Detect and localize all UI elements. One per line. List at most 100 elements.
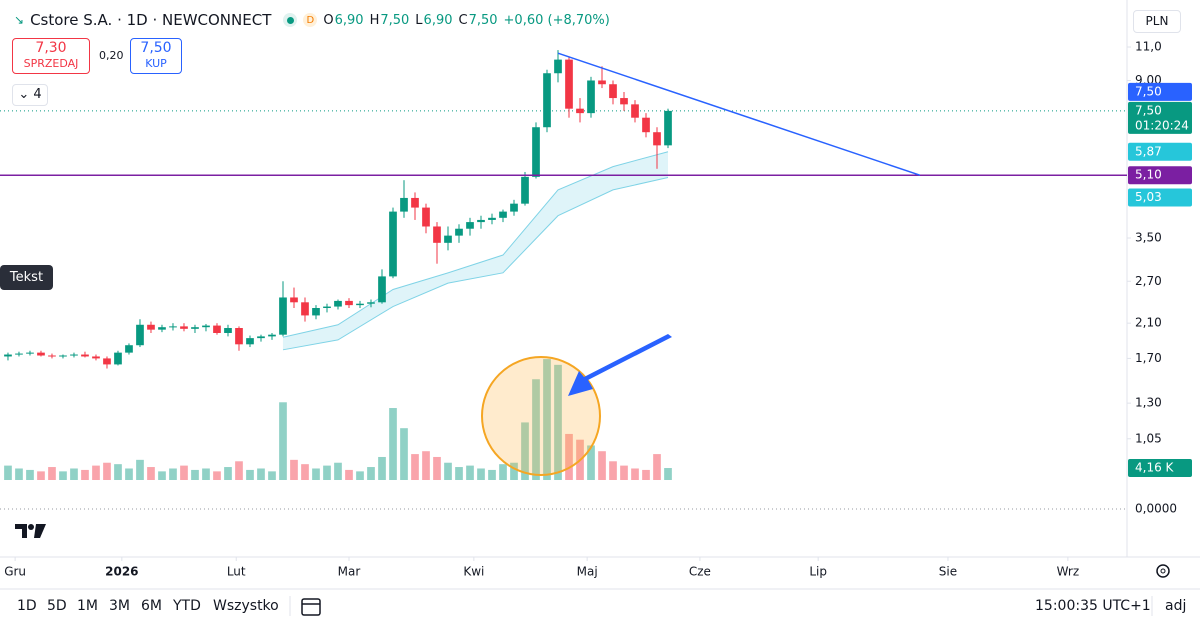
x-tick-label: Gru <box>4 565 26 579</box>
volume-bar <box>367 467 375 480</box>
range-button[interactable]: 6M <box>141 598 162 614</box>
volume-bar <box>103 462 111 480</box>
buy-label: KUP <box>145 57 167 70</box>
y-tick-label: 1,05 <box>1135 431 1162 445</box>
candle-body <box>488 217 496 220</box>
candle-body <box>598 80 606 85</box>
drawing-label[interactable]: Tekst <box>0 265 53 290</box>
volume-bar <box>169 468 177 480</box>
volume-bar <box>246 469 254 480</box>
price-tag <box>1128 166 1192 185</box>
tv-logo <box>15 524 46 538</box>
volume-bar <box>466 465 474 480</box>
candle-body <box>631 104 639 118</box>
volume-bar <box>268 471 276 480</box>
candle-body <box>576 108 584 114</box>
x-tick-label: 2026 <box>105 565 138 579</box>
buy-button[interactable]: 7,50 KUP <box>130 38 182 74</box>
candle-body <box>642 117 650 133</box>
volume-bar <box>433 456 441 480</box>
candle-body <box>543 73 551 128</box>
sell-price: 7,30 <box>35 40 67 56</box>
candle-body <box>301 302 309 316</box>
ohlc-key: H <box>369 12 380 28</box>
range-button[interactable]: YTD <box>173 598 201 614</box>
buy-price: 7,50 <box>140 40 172 56</box>
volume-bar <box>598 451 606 480</box>
volume-bar <box>587 445 595 480</box>
candle-body <box>664 110 672 146</box>
volume-bar <box>543 359 551 480</box>
price-tag-label: 7,50 <box>1135 103 1162 117</box>
ohlc-value: 7,50 <box>468 12 498 28</box>
ohlc-key: O <box>323 12 334 28</box>
price-tag-label: 7,50 <box>1135 84 1162 98</box>
volume-bar <box>147 467 155 480</box>
candle-body <box>235 328 243 345</box>
range-button[interactable]: 5D <box>47 598 67 614</box>
volume-bar <box>279 402 287 480</box>
range-button[interactable]: 1M <box>77 598 98 614</box>
volume-bar <box>257 468 265 480</box>
candle-body <box>411 197 419 208</box>
ohlc-value: 6,90 <box>334 12 364 28</box>
volume-bar <box>48 467 56 480</box>
candle-body <box>554 59 562 74</box>
volume-bar <box>499 464 507 480</box>
candle-body <box>565 59 573 109</box>
sell-label: SPRZEDAJ <box>23 57 79 70</box>
candle-body <box>422 207 430 227</box>
volume-bar <box>202 468 210 480</box>
range-button[interactable]: Wszystko <box>213 598 279 614</box>
price-tag-label: 5,03 <box>1135 190 1162 204</box>
candle-body <box>334 300 342 307</box>
volume-bar <box>224 467 232 480</box>
x-tick-label: Cze <box>689 565 711 579</box>
candle-body <box>499 211 507 218</box>
adjust-button[interactable]: adj <box>1165 598 1187 614</box>
range-button[interactable]: 3M <box>109 598 130 614</box>
indicators-toggle[interactable]: ⌄ 4 <box>12 84 48 106</box>
range-button[interactable]: 1D <box>17 598 37 614</box>
settings-icon[interactable] <box>1156 564 1170 578</box>
ohlc-value: 6,90 <box>423 12 453 28</box>
volume-tag-label: 4,16 K <box>1135 461 1175 475</box>
y-tick-label: 1,70 <box>1135 351 1162 365</box>
volume-bar <box>323 465 331 480</box>
sell-button[interactable]: 7,30 SPRZEDAJ <box>12 38 90 74</box>
symbol-title: Cstore S.A. · 1D · NEWCONNECT <box>30 11 272 29</box>
candle-body <box>169 326 177 328</box>
arrow <box>568 334 672 396</box>
calendar-icon[interactable] <box>301 598 321 616</box>
candle-body <box>455 228 463 236</box>
volume-bar <box>92 465 100 480</box>
volume-bar <box>158 471 166 480</box>
x-tick-label: Sie <box>939 565 957 579</box>
candle-body <box>653 132 661 146</box>
volume-bar <box>554 364 562 480</box>
y-tick-label: 2,70 <box>1135 274 1162 288</box>
highlight-circle <box>481 356 601 476</box>
change: +0,60 (+8,70%) <box>503 12 610 28</box>
candle-body <box>103 358 111 365</box>
candle-body <box>587 80 595 114</box>
volume-bar <box>70 468 78 480</box>
candle-body <box>4 354 12 357</box>
volume-bar <box>532 379 540 480</box>
volume-bar <box>653 454 661 480</box>
volume-bar <box>477 468 485 480</box>
candle-body <box>70 354 78 356</box>
volume-bar <box>312 468 320 480</box>
y-tick-label: 2,10 <box>1135 316 1162 330</box>
currency[interactable]: PLN <box>1133 10 1181 33</box>
candle-body <box>158 327 166 330</box>
candle-body <box>609 84 617 99</box>
candle-body <box>477 219 485 223</box>
ohlc-key: L <box>415 12 423 28</box>
volume-bar <box>125 468 133 480</box>
candle-body <box>389 211 397 277</box>
volume-bar <box>15 468 23 480</box>
candle-body <box>510 203 518 212</box>
candle-body <box>92 356 100 359</box>
